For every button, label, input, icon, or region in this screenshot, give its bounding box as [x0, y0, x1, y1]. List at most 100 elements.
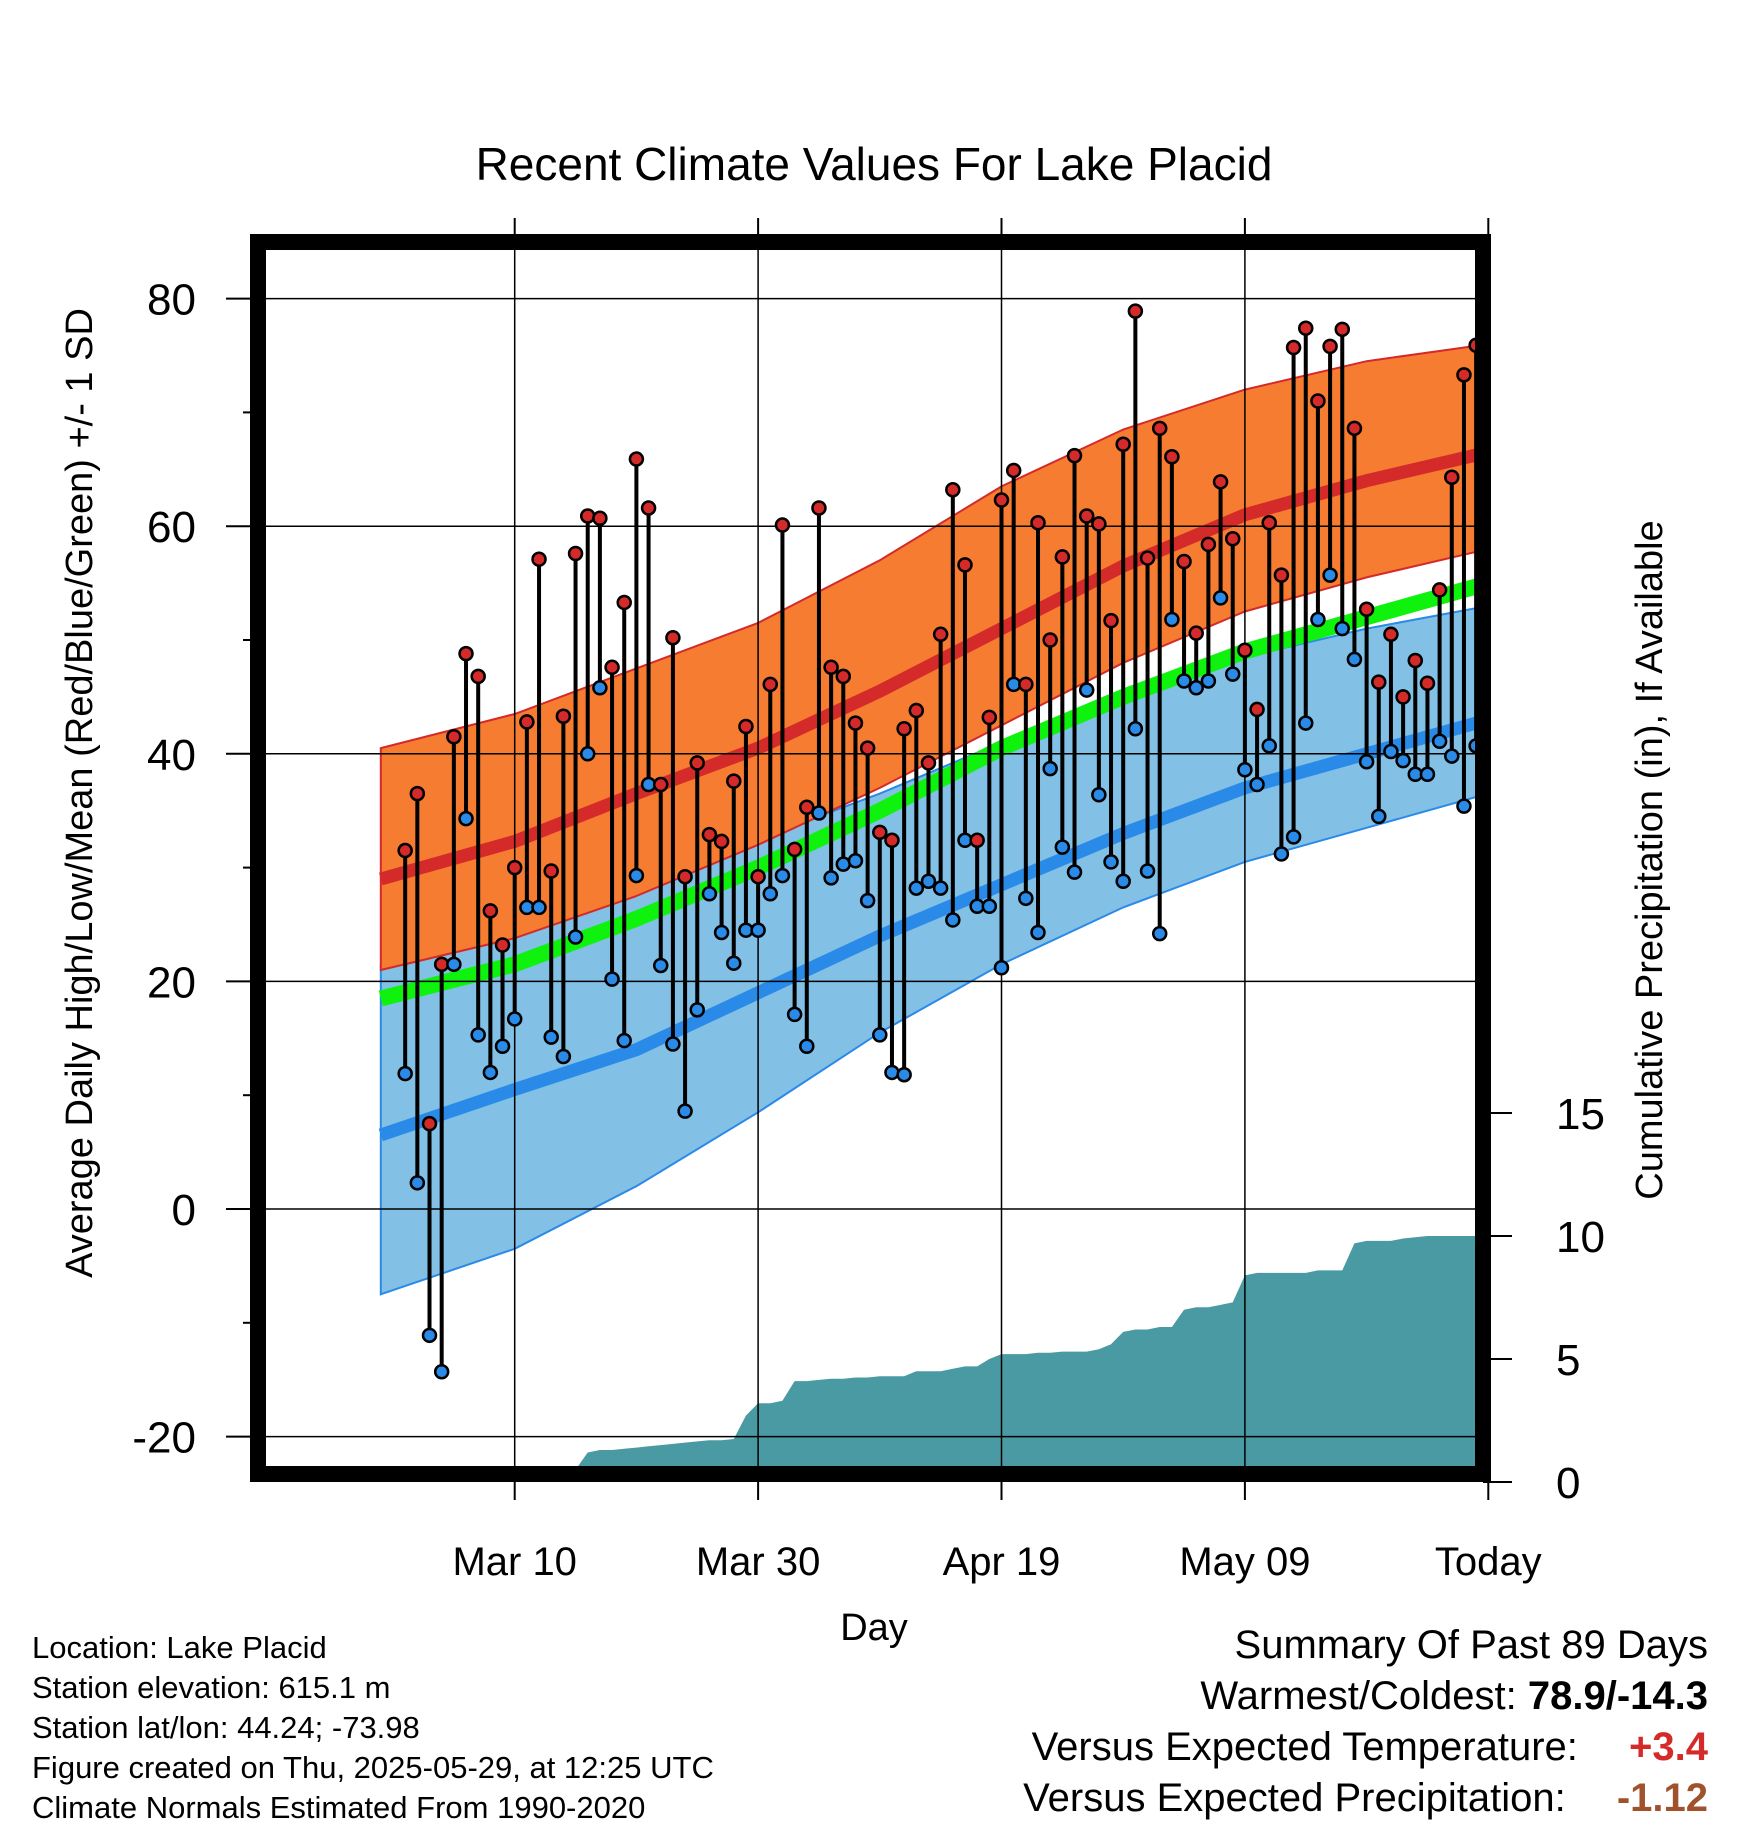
daily-high-point — [543, 863, 559, 879]
daily-low-point — [1273, 846, 1290, 862]
station-info: Location: Lake Placid Station elevation:… — [32, 1628, 714, 1828]
daily-low-point — [1371, 808, 1387, 825]
daily-high-point — [1383, 626, 1399, 643]
daily-high-point — [1310, 393, 1326, 409]
daily-high-point — [1078, 508, 1095, 524]
daily-low-point — [494, 1038, 511, 1055]
daily-low-point — [579, 746, 596, 762]
daily-high-point — [981, 709, 998, 726]
daily-low-point — [823, 870, 839, 886]
daily-low-point — [446, 956, 462, 973]
daily-high-point — [1237, 642, 1253, 658]
y-tick-label: 20 — [147, 958, 196, 1007]
daily-low-point — [872, 1027, 888, 1043]
y2-tick-label: 0 — [1556, 1459, 1580, 1508]
daily-low-point — [847, 853, 864, 869]
daily-low-point — [1285, 829, 1302, 845]
daily-low-point — [1188, 680, 1204, 696]
daily-low-point — [1298, 715, 1314, 731]
daily-low-point — [908, 880, 925, 896]
temp-label: Versus Expected Temperature: — [1031, 1725, 1578, 1769]
x-tick-label: Today — [1435, 1540, 1542, 1584]
daily-low-point — [1249, 776, 1265, 793]
daily-low-point — [604, 971, 620, 987]
daily-high-point — [689, 755, 705, 771]
daily-high-point — [1042, 632, 1058, 648]
daily-high-point — [1249, 701, 1265, 718]
daily-high-point — [811, 500, 827, 516]
daily-high-point — [409, 785, 426, 802]
summary-panel: Summary Of Past 89 Days Warmest/Coldest:… — [1023, 1620, 1708, 1824]
summary-heading: Summary Of Past 89 Days — [1234, 1623, 1708, 1667]
daily-low-point — [506, 1011, 523, 1027]
daily-low-point — [750, 922, 766, 938]
daily-low-point — [701, 886, 718, 902]
daily-high-point — [993, 492, 1010, 508]
daily-low-point — [896, 1066, 912, 1083]
daily-low-point — [409, 1175, 426, 1191]
daily-high-point — [969, 832, 985, 849]
daily-low-point — [1346, 651, 1363, 668]
precip-area — [459, 1236, 1483, 1474]
daily-low-point — [397, 1065, 413, 1082]
daily-low-point — [1200, 673, 1217, 689]
daily-high-point — [421, 1115, 438, 1132]
daily-high-point — [750, 868, 766, 885]
daily-low-point — [1042, 760, 1058, 777]
daily-high-point — [1151, 420, 1168, 437]
daily-high-point — [1456, 367, 1472, 383]
daily-high-point — [1030, 515, 1046, 531]
y-axis-label: Average Daily High/Low/Mean (Red/Blue/Gr… — [59, 308, 101, 1278]
daily-low-point — [616, 1032, 632, 1049]
daily-high-point — [592, 510, 608, 526]
daily-high-point — [567, 545, 584, 562]
daily-low-point — [555, 1048, 572, 1065]
daily-high-point — [519, 714, 535, 730]
daily-low-point — [1127, 721, 1144, 737]
daily-high-point — [531, 551, 547, 567]
daily-high-point — [677, 868, 693, 885]
daily-high-point — [799, 799, 815, 816]
temp-value: +3.4 — [1629, 1725, 1708, 1769]
daily-low-point — [1103, 854, 1119, 870]
daily-low-point — [1066, 864, 1083, 880]
daily-high-point — [1005, 462, 1022, 479]
daily-low-point — [1334, 620, 1351, 637]
daily-high-point — [920, 755, 937, 771]
y2-tick-label: 5 — [1556, 1336, 1580, 1385]
daily-high-point — [1346, 420, 1363, 437]
daily-high-point — [494, 937, 511, 953]
x-tick-label: May 09 — [1179, 1540, 1310, 1584]
daily-high-point — [786, 841, 803, 858]
daily-low-point — [993, 959, 1010, 976]
daily-low-point — [1358, 754, 1375, 770]
daily-high-point — [1115, 436, 1131, 453]
warm-cold-label: Warmest/Coldest: — [1200, 1674, 1517, 1718]
y-tick-label: 60 — [147, 503, 196, 552]
daily-high-point — [1419, 675, 1436, 691]
daily-high-point — [859, 740, 876, 756]
y2-tick-label: 15 — [1556, 1090, 1605, 1139]
daily-low-point — [1444, 748, 1460, 764]
y2-tick-label: 10 — [1556, 1213, 1605, 1262]
daily-low-point — [726, 955, 742, 971]
y-tick-label: 80 — [147, 276, 196, 325]
daily-high-point — [397, 842, 413, 859]
daily-high-point — [1188, 625, 1204, 641]
elevation-text: Station elevation: 615.1 m — [32, 1670, 391, 1705]
daily-high-point — [1431, 582, 1448, 598]
daily-high-point — [1224, 530, 1241, 547]
daily-high-point — [1164, 449, 1180, 465]
daily-high-point — [774, 517, 791, 533]
daily-high-point — [604, 659, 620, 676]
normals-text: Climate Normals Estimated From 1990-2020 — [32, 1790, 646, 1825]
daily-high-point — [1261, 515, 1277, 531]
x-tick-label: Mar 30 — [696, 1540, 821, 1584]
daily-high-point — [1334, 321, 1351, 338]
y-tick-label: -20 — [132, 1414, 196, 1463]
daily-low-point — [932, 880, 949, 896]
daily-low-point — [567, 929, 584, 945]
daily-low-point — [421, 1327, 438, 1344]
daily-high-point — [738, 718, 754, 735]
